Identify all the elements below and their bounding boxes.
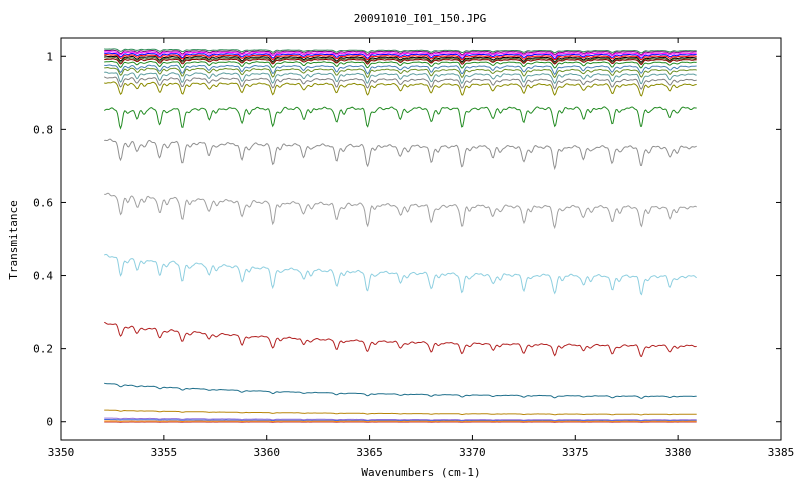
series-line [104, 52, 697, 60]
series-line [104, 417, 697, 422]
series-line [104, 51, 697, 57]
x-axis-ticks: 3350 3355 3360 3365 3370 3375 3380 3385 [48, 38, 795, 459]
series-line [104, 58, 697, 65]
series-line [103, 253, 697, 296]
series-line [104, 49, 697, 56]
x-tick-label: 3360 [253, 446, 280, 459]
series-line [104, 81, 697, 97]
x-tick-label: 3370 [459, 446, 486, 459]
series-line [104, 55, 697, 63]
series-line [104, 382, 697, 399]
series-line [104, 48, 697, 54]
y-tick-label: 0 [46, 416, 53, 429]
x-tick-label: 3350 [48, 446, 75, 459]
x-tick-label: 3355 [151, 446, 178, 459]
series-line [104, 76, 697, 90]
series-line [104, 60, 697, 69]
series-line [103, 106, 697, 130]
series-line [104, 56, 697, 64]
y-axis-label: Transmitance [7, 200, 20, 279]
series-line [104, 71, 697, 85]
y-tick-label: 0.8 [33, 123, 53, 136]
x-tick-label: 3380 [665, 446, 692, 459]
series-line [104, 138, 697, 171]
y-tick-label: 0.4 [33, 270, 53, 283]
y-tick-label: 0.6 [33, 196, 53, 209]
series-line [104, 54, 697, 61]
y-tick-label: 0.2 [33, 343, 53, 356]
x-tick-label: 3375 [562, 446, 589, 459]
series-line [104, 66, 697, 79]
series-line [104, 420, 697, 423]
y-axis-ticks: 0 0.2 0.4 0.6 0.8 1 [33, 50, 781, 429]
chart-title: 20091010_I01_150.JPG [354, 12, 486, 25]
x-tick-label: 3385 [768, 446, 795, 459]
series-line [104, 192, 697, 230]
x-tick-label: 3365 [356, 446, 383, 459]
x-axis-label: Wavenumbers (cm-1) [361, 466, 480, 479]
y-tick-label: 1 [46, 50, 53, 63]
series-line [104, 409, 697, 416]
series-layer [103, 48, 697, 424]
plot-frame [60, 37, 782, 441]
series-line [104, 64, 697, 76]
series-line [104, 419, 697, 422]
series-line [104, 321, 697, 358]
